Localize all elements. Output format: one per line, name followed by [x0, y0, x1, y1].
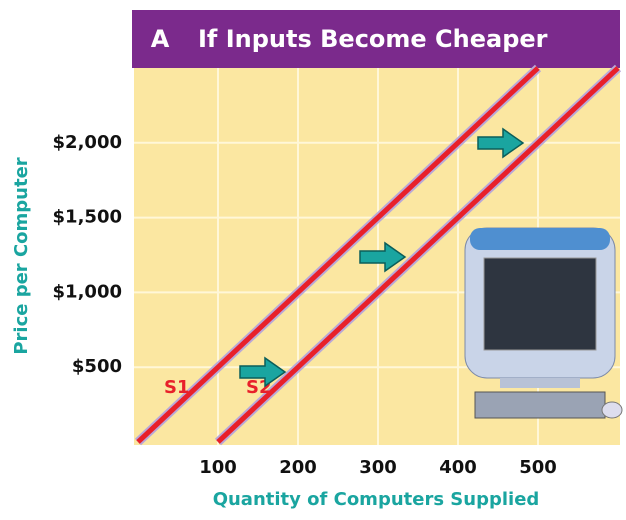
keyboard [475, 392, 605, 418]
x-tick-label: 200 [279, 457, 317, 478]
y-tick-label: $1,000 [53, 281, 122, 302]
mouse [602, 402, 622, 418]
y-axis-label: Price per Computer [11, 157, 32, 354]
line-label: S1 [164, 377, 190, 398]
x-tick-label: 100 [199, 457, 237, 478]
chart-title: If Inputs Become Cheaper [198, 25, 548, 53]
x-tick-label: 300 [359, 457, 397, 478]
chart: A If Inputs Become Cheaper S1S2 10020030… [0, 0, 626, 520]
y-tick-label: $1,500 [53, 207, 122, 228]
y-tick-label: $2,000 [53, 132, 122, 153]
panel-label: A [151, 25, 170, 53]
y-tick-label: $500 [72, 356, 122, 377]
screen [484, 258, 596, 350]
x-tick-label: 500 [519, 457, 557, 478]
x-axis-label: Quantity of Computers Supplied [213, 489, 540, 510]
x-tick-label: 400 [439, 457, 477, 478]
monitor-top [470, 228, 610, 250]
stand [500, 378, 580, 388]
page: A If Inputs Become Cheaper S1S2 10020030… [0, 0, 626, 520]
